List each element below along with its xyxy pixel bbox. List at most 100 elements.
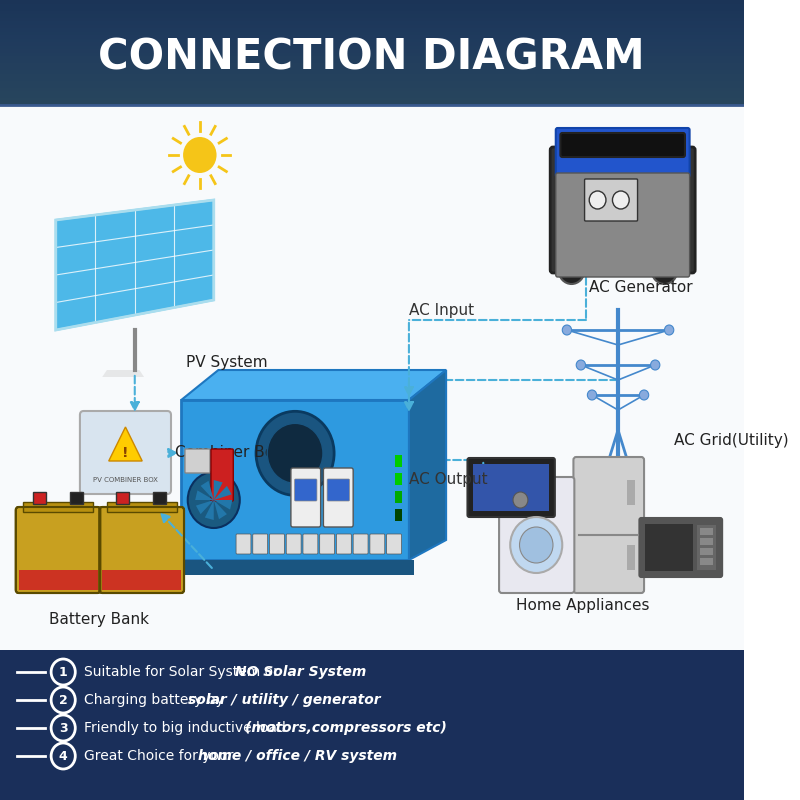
Polygon shape xyxy=(102,370,144,377)
Text: AC Output: AC Output xyxy=(409,472,487,487)
FancyBboxPatch shape xyxy=(182,400,409,560)
FancyBboxPatch shape xyxy=(467,458,555,517)
Bar xyxy=(0,31,743,35)
Bar xyxy=(0,81,743,84)
Circle shape xyxy=(651,256,678,284)
Circle shape xyxy=(519,527,553,563)
Bar xyxy=(18,570,98,590)
Bar xyxy=(0,21,743,25)
Circle shape xyxy=(188,472,240,528)
Circle shape xyxy=(558,256,585,284)
FancyBboxPatch shape xyxy=(499,477,574,593)
Circle shape xyxy=(639,390,649,400)
Circle shape xyxy=(590,191,606,209)
Polygon shape xyxy=(109,427,142,461)
Text: Battery Bank: Battery Bank xyxy=(50,612,150,627)
Text: home / office / RV system: home / office / RV system xyxy=(198,749,398,763)
FancyBboxPatch shape xyxy=(337,534,351,554)
Bar xyxy=(627,480,634,505)
Circle shape xyxy=(256,411,334,495)
Polygon shape xyxy=(201,481,214,500)
FancyBboxPatch shape xyxy=(303,534,318,554)
Bar xyxy=(0,38,743,42)
FancyBboxPatch shape xyxy=(473,464,550,511)
Bar xyxy=(0,70,743,74)
Text: PV System: PV System xyxy=(186,355,267,370)
Polygon shape xyxy=(196,500,214,514)
Bar xyxy=(0,84,743,88)
Bar xyxy=(0,98,743,102)
Bar xyxy=(0,102,743,106)
Text: solar / utility / generator: solar / utility / generator xyxy=(188,693,380,707)
Bar xyxy=(0,35,743,38)
Bar xyxy=(177,560,414,575)
Bar xyxy=(0,46,743,50)
Bar xyxy=(395,509,402,521)
Bar xyxy=(0,3,743,7)
Text: CONNECTION DIAGRAM: CONNECTION DIAGRAM xyxy=(98,37,645,79)
Bar xyxy=(0,63,743,66)
Polygon shape xyxy=(182,370,446,400)
Bar xyxy=(0,49,743,53)
Bar xyxy=(0,14,743,18)
FancyBboxPatch shape xyxy=(327,479,350,501)
Text: Home Appliances: Home Appliances xyxy=(516,598,650,613)
Text: AC Grid(Utility): AC Grid(Utility) xyxy=(674,433,789,447)
Bar xyxy=(33,492,46,504)
Polygon shape xyxy=(56,200,214,330)
FancyBboxPatch shape xyxy=(550,147,695,273)
Text: Suitable for Solar System or: Suitable for Solar System or xyxy=(84,665,283,679)
FancyBboxPatch shape xyxy=(320,534,334,554)
Circle shape xyxy=(562,325,571,335)
FancyBboxPatch shape xyxy=(585,179,638,221)
Circle shape xyxy=(510,517,562,573)
Bar xyxy=(700,548,713,555)
Bar xyxy=(395,473,402,485)
Bar xyxy=(700,558,713,565)
Bar xyxy=(154,492,166,504)
Bar xyxy=(395,455,402,467)
Bar xyxy=(395,491,402,503)
FancyBboxPatch shape xyxy=(353,534,368,554)
FancyBboxPatch shape xyxy=(80,411,171,494)
Circle shape xyxy=(51,743,75,769)
Circle shape xyxy=(613,191,629,209)
Polygon shape xyxy=(214,480,222,500)
Polygon shape xyxy=(195,490,214,500)
Circle shape xyxy=(51,659,75,685)
Bar xyxy=(697,525,716,570)
FancyBboxPatch shape xyxy=(16,507,100,593)
Circle shape xyxy=(576,360,586,370)
Polygon shape xyxy=(214,500,232,510)
Bar xyxy=(0,105,743,650)
Bar xyxy=(0,59,743,63)
FancyBboxPatch shape xyxy=(185,449,210,473)
Bar xyxy=(0,87,743,91)
FancyBboxPatch shape xyxy=(291,468,321,527)
Text: 4: 4 xyxy=(59,750,67,762)
Circle shape xyxy=(650,360,660,370)
Bar xyxy=(0,25,743,28)
Bar xyxy=(0,77,743,81)
Bar xyxy=(102,570,182,590)
FancyBboxPatch shape xyxy=(323,468,353,527)
FancyBboxPatch shape xyxy=(370,534,385,554)
Text: 2: 2 xyxy=(59,694,67,706)
Text: AC Generator: AC Generator xyxy=(590,280,693,295)
Polygon shape xyxy=(214,486,231,500)
FancyBboxPatch shape xyxy=(574,457,644,593)
Bar xyxy=(0,66,743,70)
FancyBboxPatch shape xyxy=(556,128,690,177)
Bar xyxy=(627,545,634,570)
FancyBboxPatch shape xyxy=(556,173,690,277)
FancyBboxPatch shape xyxy=(236,534,251,554)
FancyBboxPatch shape xyxy=(386,534,402,554)
Text: Combiner Box: Combiner Box xyxy=(174,445,282,460)
Bar xyxy=(0,74,743,78)
Bar xyxy=(0,42,743,46)
FancyBboxPatch shape xyxy=(99,507,184,593)
Polygon shape xyxy=(205,500,214,520)
Bar xyxy=(0,0,743,4)
Bar xyxy=(0,18,743,22)
Circle shape xyxy=(267,423,323,483)
